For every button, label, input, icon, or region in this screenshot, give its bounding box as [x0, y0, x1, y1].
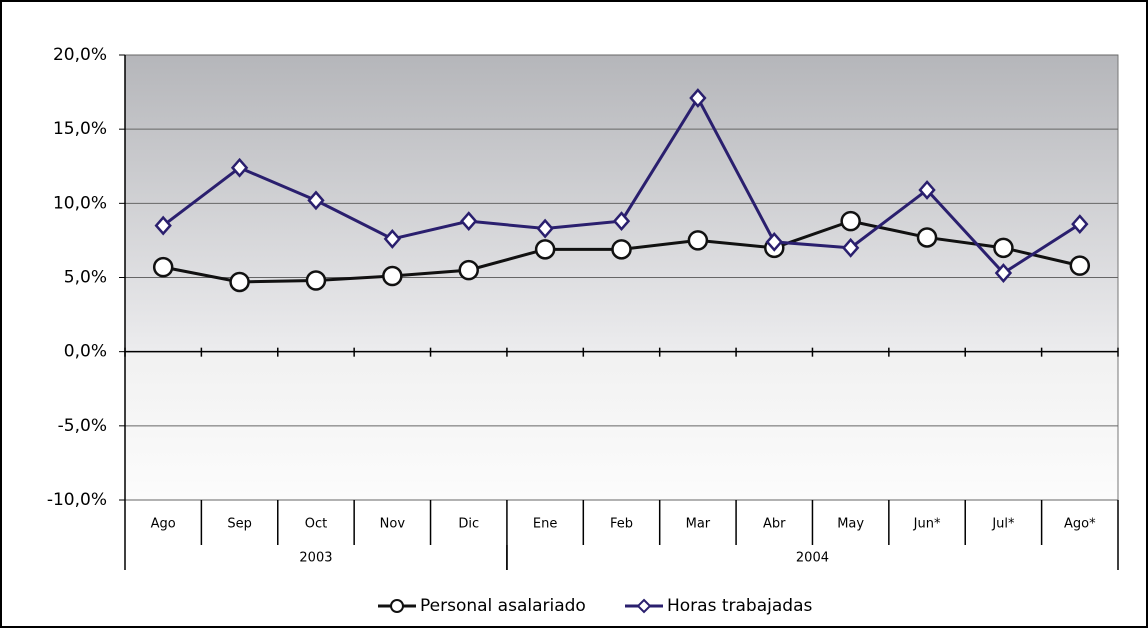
point: [765, 232, 783, 252]
point: [1069, 255, 1091, 276]
x-tick-label: Mar: [686, 517, 711, 532]
point: [611, 239, 632, 260]
y-tick-label: 15,0%: [53, 119, 107, 139]
point: [382, 265, 403, 287]
point: [154, 215, 172, 236]
group-label: 2003: [299, 551, 332, 566]
point: [305, 270, 327, 291]
y-tick-label: 10,0%: [53, 193, 107, 213]
y-tick-label: 0,0%: [64, 342, 107, 362]
point: [383, 229, 402, 249]
y-tick-label: 5,0%: [64, 268, 107, 288]
y-tick-label: -10,0%: [47, 490, 107, 510]
x-tick-label: May: [837, 517, 864, 532]
x-tick-label: Jul*: [991, 517, 1015, 532]
point: [230, 157, 249, 178]
legend-label: Horas trabajadas: [667, 596, 812, 616]
y-tick-label: 20,0%: [53, 45, 107, 65]
point: [458, 259, 479, 281]
point: [1071, 214, 1089, 234]
x-tick-label: Jun*: [913, 517, 941, 532]
group-label: 2004: [796, 551, 829, 566]
point: [152, 256, 174, 278]
x-tick-label: Feb: [610, 517, 633, 532]
point: [841, 237, 860, 258]
point: [536, 218, 554, 239]
point: [229, 271, 250, 293]
x-tick-label: Nov: [380, 517, 406, 532]
point: [612, 211, 631, 232]
legend-marker: [636, 598, 652, 614]
x-tick-label: Ago: [151, 517, 176, 532]
point: [916, 227, 938, 248]
point: [993, 237, 1014, 259]
point: [307, 190, 325, 211]
y-tick-label: -5,0%: [58, 416, 107, 436]
point: [918, 180, 936, 200]
point: [689, 88, 707, 108]
x-tick-label: Oct: [305, 517, 327, 532]
x-tick-label: Sep: [227, 517, 252, 532]
x-tick-label: Dic: [458, 517, 479, 532]
x-tick-label: Abr: [763, 517, 786, 532]
point: [994, 263, 1013, 283]
legend-marker: [390, 599, 404, 613]
point: [460, 211, 478, 232]
legend-label: Personal asalariado: [420, 596, 586, 616]
x-tick-label: Ene: [533, 517, 557, 532]
x-tick-label: Ago*: [1064, 517, 1096, 532]
point: [534, 239, 556, 260]
point: [840, 210, 861, 232]
point: [687, 230, 709, 251]
